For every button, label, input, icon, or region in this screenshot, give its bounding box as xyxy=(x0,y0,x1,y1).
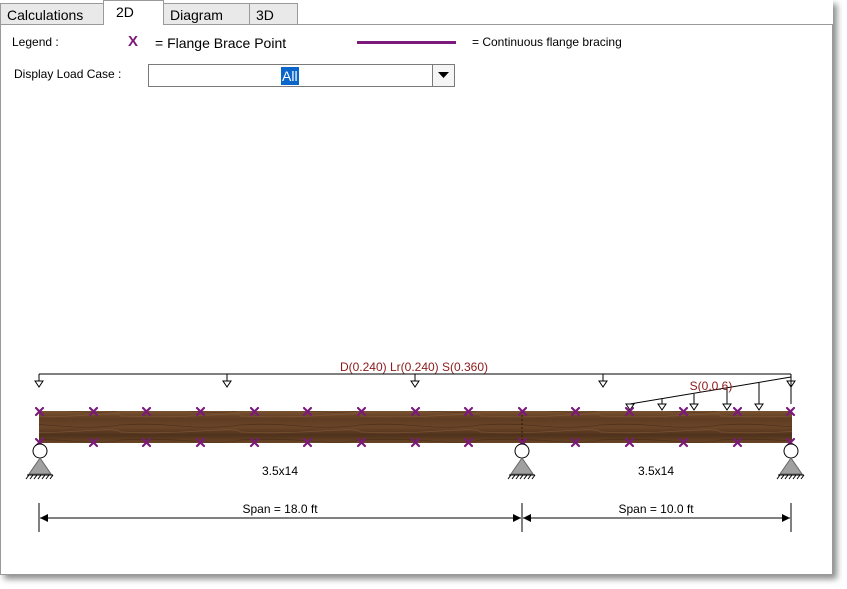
beam-grain xyxy=(39,411,792,443)
snow-load xyxy=(625,376,792,411)
tab-2d[interactable]: 2D xyxy=(103,0,164,25)
load-label: D(0.240) Lr(0.240) S(0.360) xyxy=(340,360,488,374)
support-right xyxy=(776,443,805,480)
support-left xyxy=(25,443,54,480)
legend-brace-text: = Flange Brace Point xyxy=(155,35,287,51)
section-label-left: 3.5x14 xyxy=(262,464,298,478)
chevron-down-icon xyxy=(438,72,449,78)
tab-bar: Calculations 2D Diagram 3D xyxy=(0,0,833,25)
load-case-select[interactable]: All xyxy=(148,64,455,87)
load-case-label: Display Load Case : xyxy=(14,67,122,81)
tab-calculations[interactable]: Calculations xyxy=(0,3,104,24)
span-label-left: Span = 18.0 ft xyxy=(242,502,318,516)
section-label-right: 3.5x14 xyxy=(638,464,674,478)
load-case-value: All xyxy=(281,67,299,85)
window: Calculations 2D Diagram 3D Legend : X = … xyxy=(0,0,833,575)
tab-2d-label: 2D xyxy=(116,4,134,20)
continuous-bracing-line xyxy=(357,41,456,44)
tab-3d[interactable]: 3D xyxy=(249,3,298,24)
content-panel xyxy=(0,25,833,575)
brace-point-symbol: X xyxy=(128,33,139,50)
tab-3d-label: 3D xyxy=(256,7,274,23)
tab-calculations-label: Calculations xyxy=(7,7,84,23)
legend-label: Legend : xyxy=(12,35,59,49)
beam-diagram: D(0.240) Lr(0.240) S(0.360) S(0,0.6) xyxy=(25,360,805,532)
load-arrows xyxy=(34,374,796,388)
tab-diagram-label: Diagram xyxy=(170,7,223,23)
span-dimensions xyxy=(38,503,792,532)
support-middle xyxy=(507,443,536,480)
dropdown-button[interactable] xyxy=(432,65,454,86)
legend-continuous-text: = Continuous flange bracing xyxy=(472,35,622,49)
snow-load-label: S(0,0.6) xyxy=(690,379,733,393)
span-label-right: Span = 10.0 ft xyxy=(618,502,694,516)
tab-divider xyxy=(0,24,833,25)
